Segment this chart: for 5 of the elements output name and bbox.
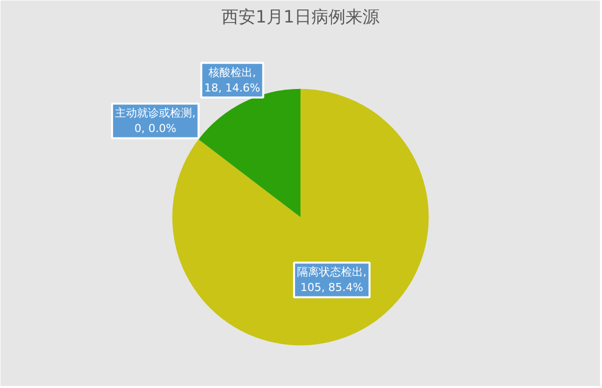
slice-label: 核酸检出, 18, 14.6% bbox=[204, 66, 260, 94]
slice-label: 隔离状态检出, 105, 85.4% bbox=[297, 266, 367, 294]
text: 0, 0.0% bbox=[134, 122, 176, 136]
category-label: 主动就诊或检测, bbox=[115, 106, 196, 120]
chart-title: 西安1月1日病例来源 bbox=[222, 8, 380, 28]
